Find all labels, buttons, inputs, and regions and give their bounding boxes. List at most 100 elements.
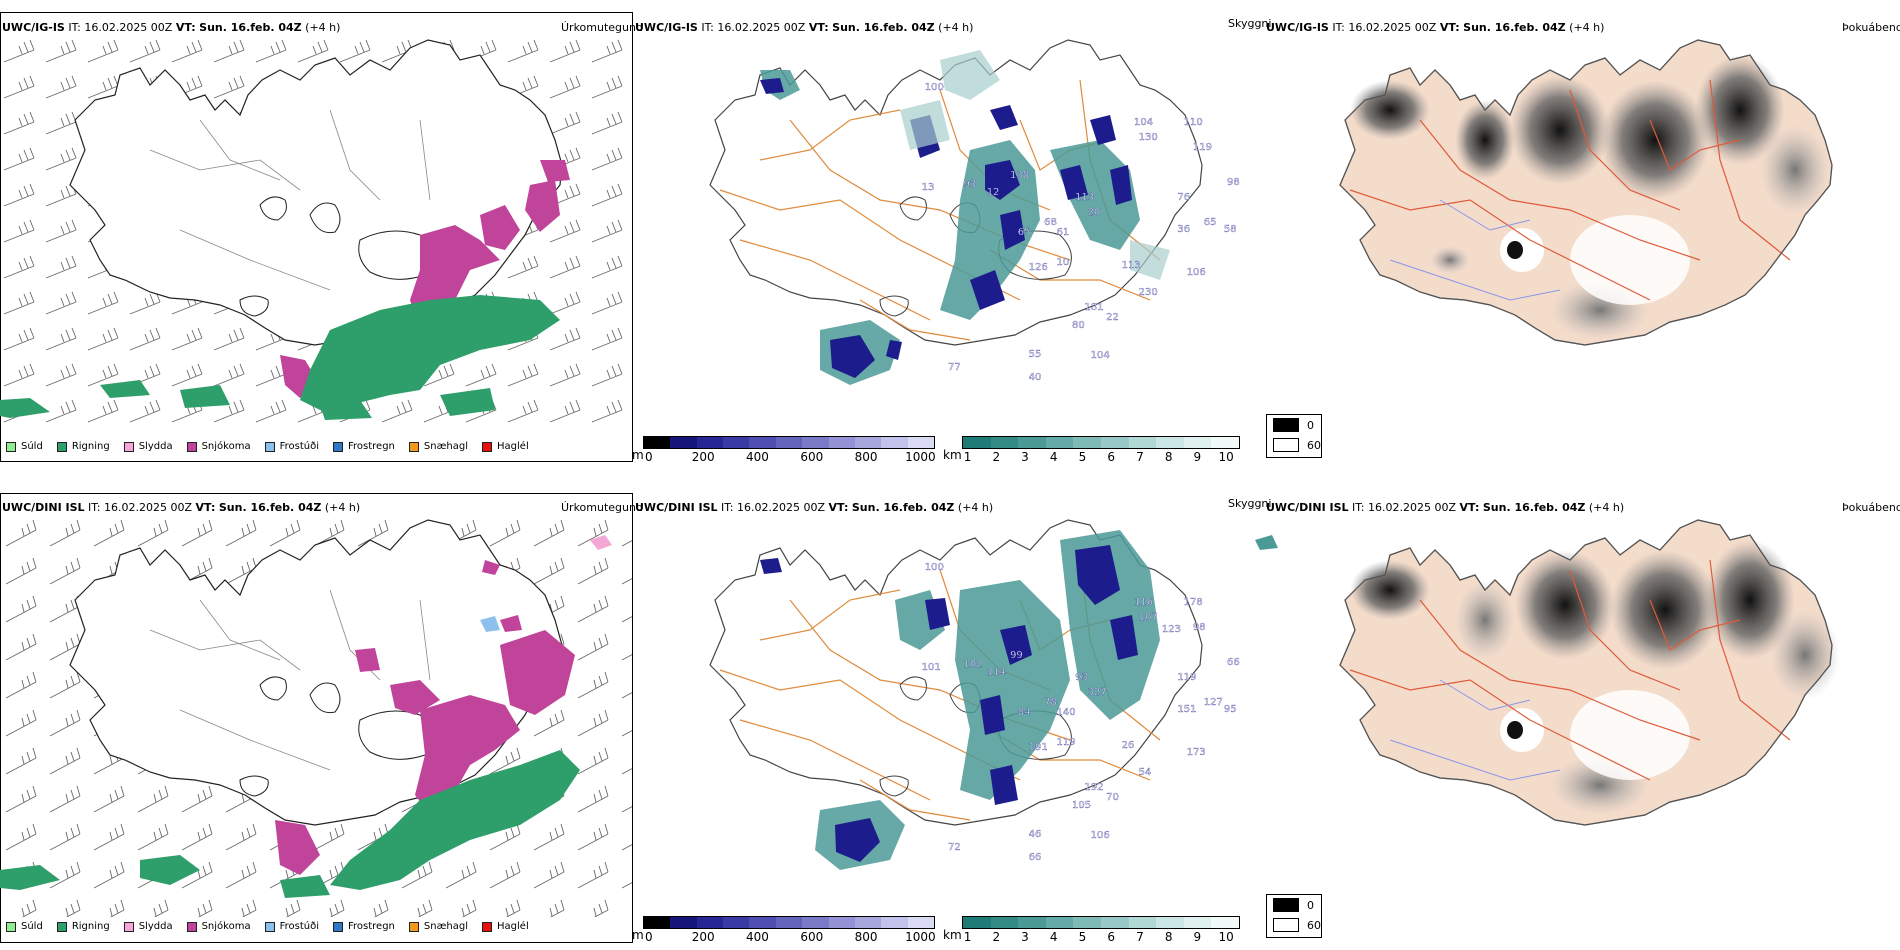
visibility-value-label: 123 xyxy=(1162,624,1181,635)
legend-swatch xyxy=(264,921,275,932)
legend-label: Frostregn xyxy=(348,921,395,932)
panel-header-visibility-top: UWC/IG-IS IT: 16.02.2025 00Z VT: Sun. 16… xyxy=(635,21,974,34)
visibility-value-label: 138 xyxy=(1010,170,1029,181)
visibility-value-label: 26 xyxy=(1122,740,1135,751)
colorbar-tick: 6 xyxy=(1107,450,1116,464)
colorbar-cell xyxy=(1211,917,1239,928)
legend-swatch xyxy=(123,441,134,452)
visibility-value-label: 140 xyxy=(1057,707,1076,718)
colorbar-tick: 10 xyxy=(1218,930,1234,944)
legend-swatch xyxy=(408,921,419,932)
legend-item-2: Slydda xyxy=(123,921,173,932)
colorbar-tick: 9 xyxy=(1193,930,1202,944)
colorbar-tick: 200 xyxy=(691,450,715,464)
colorbar-cell xyxy=(1018,917,1046,928)
precip-panel-frame-bottom xyxy=(0,493,633,943)
visibility-value-label: 61 xyxy=(1057,227,1070,238)
colorbar-tick: 1000 xyxy=(905,930,936,944)
visibility-value-label: 98 xyxy=(1193,622,1206,633)
visibility-map-top xyxy=(709,39,1203,385)
colorbar-cell xyxy=(723,917,750,928)
colorbar-tick: 8 xyxy=(1164,450,1173,464)
colorbar-cell xyxy=(828,437,855,448)
panel-header-precip-bottom: UWC/DINI ISL IT: 16.02.2025 00Z VT: Sun.… xyxy=(2,501,361,514)
visibility-value-label: 20 xyxy=(1088,207,1101,218)
legend-label: Slydda xyxy=(138,921,173,932)
panel-name-visibility-bottom: Skyggni xyxy=(1228,497,1272,510)
colorbar-tick: 1 xyxy=(963,450,972,464)
visibility-value-label: 113 xyxy=(1075,192,1094,203)
colorbar-cell xyxy=(802,437,829,448)
visibility-value-label: 119 xyxy=(1193,142,1212,153)
visibility-value-label: 130 xyxy=(1139,132,1158,143)
legend-swatch xyxy=(56,921,67,932)
legend-label: Súld xyxy=(21,921,43,932)
visibility-value-label: 98 xyxy=(1227,177,1240,188)
visibility-km-unit-top: km xyxy=(943,448,962,462)
legend-swatch xyxy=(123,921,134,932)
colorbar-tick: 400 xyxy=(746,450,769,464)
colorbar-cell xyxy=(1183,437,1212,448)
visibility-values-top: 100 93 12 13 65 68 138 113 20 61 126 10 181 80 113 230 2… xyxy=(922,82,1240,383)
legend-label: Rigning xyxy=(71,921,110,932)
visibility-m-unit-bottom: m xyxy=(632,928,644,942)
colorbar-cell xyxy=(670,917,697,928)
visibility-value-label: 36 xyxy=(1177,224,1190,235)
colorbar-cell xyxy=(696,437,724,448)
visibility-value-label: 101 xyxy=(922,662,941,673)
visibility-map-bottom xyxy=(709,519,1278,870)
legend-label: Frostúði xyxy=(279,921,319,932)
panel-header-fog-bottom: UWC/DINI ISL IT: 16.02.2025 00Z VT: Sun.… xyxy=(1266,501,1625,514)
colorbar-cell xyxy=(990,917,1019,928)
colorbar-tick: 2 xyxy=(992,930,1001,944)
visibility-value-label: 100 xyxy=(925,562,944,573)
colorbar-tick: 200 xyxy=(691,930,715,944)
legend-item-6: Snæhagl xyxy=(408,921,469,932)
legend-label: Súld xyxy=(21,441,43,452)
precip-legend-top: Súld Rigning Slydda Snjókoma Frostúði Frostre… xyxy=(6,441,543,452)
legend-swatch xyxy=(333,921,343,932)
visibility-value-label: 76 xyxy=(1177,192,1190,203)
visibility-value-label: 93 xyxy=(964,179,977,190)
colorbar-tick: 8 xyxy=(1164,930,1173,944)
fog-map-top xyxy=(1339,39,1833,346)
legend-label: Snjókoma xyxy=(201,921,251,932)
colorbar-tick: 7 xyxy=(1136,450,1144,464)
visibility-value-label: 107 xyxy=(1139,612,1158,623)
colorbar-cell xyxy=(749,917,776,928)
legend-label: Rigning xyxy=(71,441,110,452)
visibility-value-label: 230 xyxy=(1139,287,1158,298)
colorbar-tick: 0 xyxy=(645,450,653,464)
colorbar-cell xyxy=(1211,437,1239,448)
visibility-m-unit-top: m xyxy=(632,448,644,462)
legend-label: Haglél xyxy=(497,441,529,452)
legend-item-3: Snjókoma xyxy=(186,921,251,932)
legend-swatch xyxy=(186,921,197,932)
legend-swatch xyxy=(56,441,67,452)
legend-item-2: Slydda xyxy=(123,441,173,452)
fog-legend-low: 60 xyxy=(1307,918,1321,932)
colorbar-cell xyxy=(1100,437,1129,448)
legend-swatch xyxy=(264,441,275,452)
colorbar-tick: 600 xyxy=(800,450,824,464)
legend-item-0: Súld xyxy=(6,441,43,452)
visibility-value-label: 22 xyxy=(1106,312,1119,323)
fog-legend-low: 60 xyxy=(1307,438,1321,452)
legend-item-7: Haglél xyxy=(482,921,529,932)
visibility-km-colorbar-bottom: 1 2 3 4 5 6 7 8 9 10 xyxy=(962,916,1240,944)
colorbar-tick: 400 xyxy=(746,930,769,944)
legend-swatch xyxy=(6,441,16,452)
legend-label: Frostregn xyxy=(348,441,395,452)
legend-swatch xyxy=(482,441,493,452)
legend-label: Snæhagl xyxy=(423,921,469,932)
colorbar-cell xyxy=(854,437,882,448)
visibility-value-label: 54 xyxy=(1139,767,1152,778)
visibility-value-label: 116 xyxy=(1134,597,1153,608)
legend-label: Slydda xyxy=(138,441,173,452)
colorbar-tick: 3 xyxy=(1021,450,1029,464)
colorbar-cell xyxy=(1128,917,1157,928)
visibility-value-label: 46 xyxy=(1029,829,1042,840)
colorbar-tick: 0 xyxy=(645,930,653,944)
precip-legend-bottom: Súld Rigning Slydda Snjókoma Frostúði Frostre… xyxy=(6,921,543,932)
